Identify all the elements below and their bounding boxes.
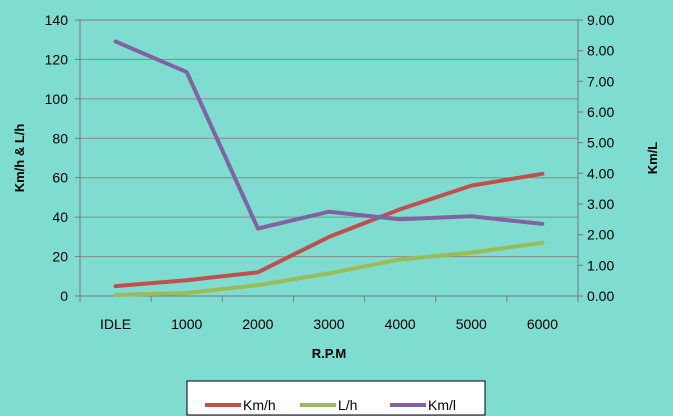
- y-axis-tick-label: 60: [52, 170, 68, 186]
- series-line-km-h: [113, 171, 545, 289]
- x-axis-tick-label: 6000: [527, 316, 558, 332]
- y2-axis-tick-label: 8.00: [587, 43, 614, 59]
- y-axis-tick-label: 80: [52, 130, 68, 146]
- y2-axis-tick-label: 7.00: [587, 73, 614, 89]
- x-axis-tick-label: 2000: [242, 316, 273, 332]
- x-axis-tick-label: 1000: [171, 316, 202, 332]
- legend-label-km-l: Km/l: [428, 397, 456, 413]
- y2-axis-tick-label: 5.00: [587, 135, 614, 151]
- legend-box: [186, 380, 486, 416]
- series-line-l-h: [113, 240, 545, 297]
- y2-axis-tick-label: 6.00: [587, 104, 614, 120]
- y2-axis-title: Km/L: [645, 142, 660, 175]
- x-axis-tick-label: 3000: [313, 316, 344, 332]
- y-axis-tick-label: 20: [52, 249, 68, 265]
- y-axis-tick-label: 40: [52, 209, 68, 225]
- y2-axis-tick-label: 2.00: [587, 227, 614, 243]
- y-axis-tick-label: 100: [45, 91, 69, 107]
- y2-axis-tick-label: 4.00: [587, 165, 614, 181]
- series-line-km-l: [113, 39, 545, 231]
- y-axis-tick-label: 0: [60, 288, 68, 304]
- y-axis-tick-label: 140: [45, 12, 69, 28]
- y-axis-tick-label: 120: [45, 51, 69, 67]
- y2-axis-tick-label: 9.00: [587, 12, 614, 28]
- legend-label-km-h: Km/h: [243, 397, 276, 413]
- plot-area-border: [79, 19, 579, 297]
- y2-axis-tick-label: 3.00: [587, 196, 614, 212]
- x-axis-title: R.P.M: [312, 346, 346, 361]
- legend-label-l-h: L/h: [338, 397, 357, 413]
- y-axis-title: Km/h & L/h: [12, 124, 27, 193]
- x-axis-tick-label: IDLE: [100, 316, 131, 332]
- y2-axis-tick-label: 0.00: [587, 288, 614, 304]
- x-axis-tick-label: 4000: [385, 316, 416, 332]
- y2-axis-tick-label: 1.00: [587, 257, 614, 273]
- x-axis-tick-label: 5000: [456, 316, 487, 332]
